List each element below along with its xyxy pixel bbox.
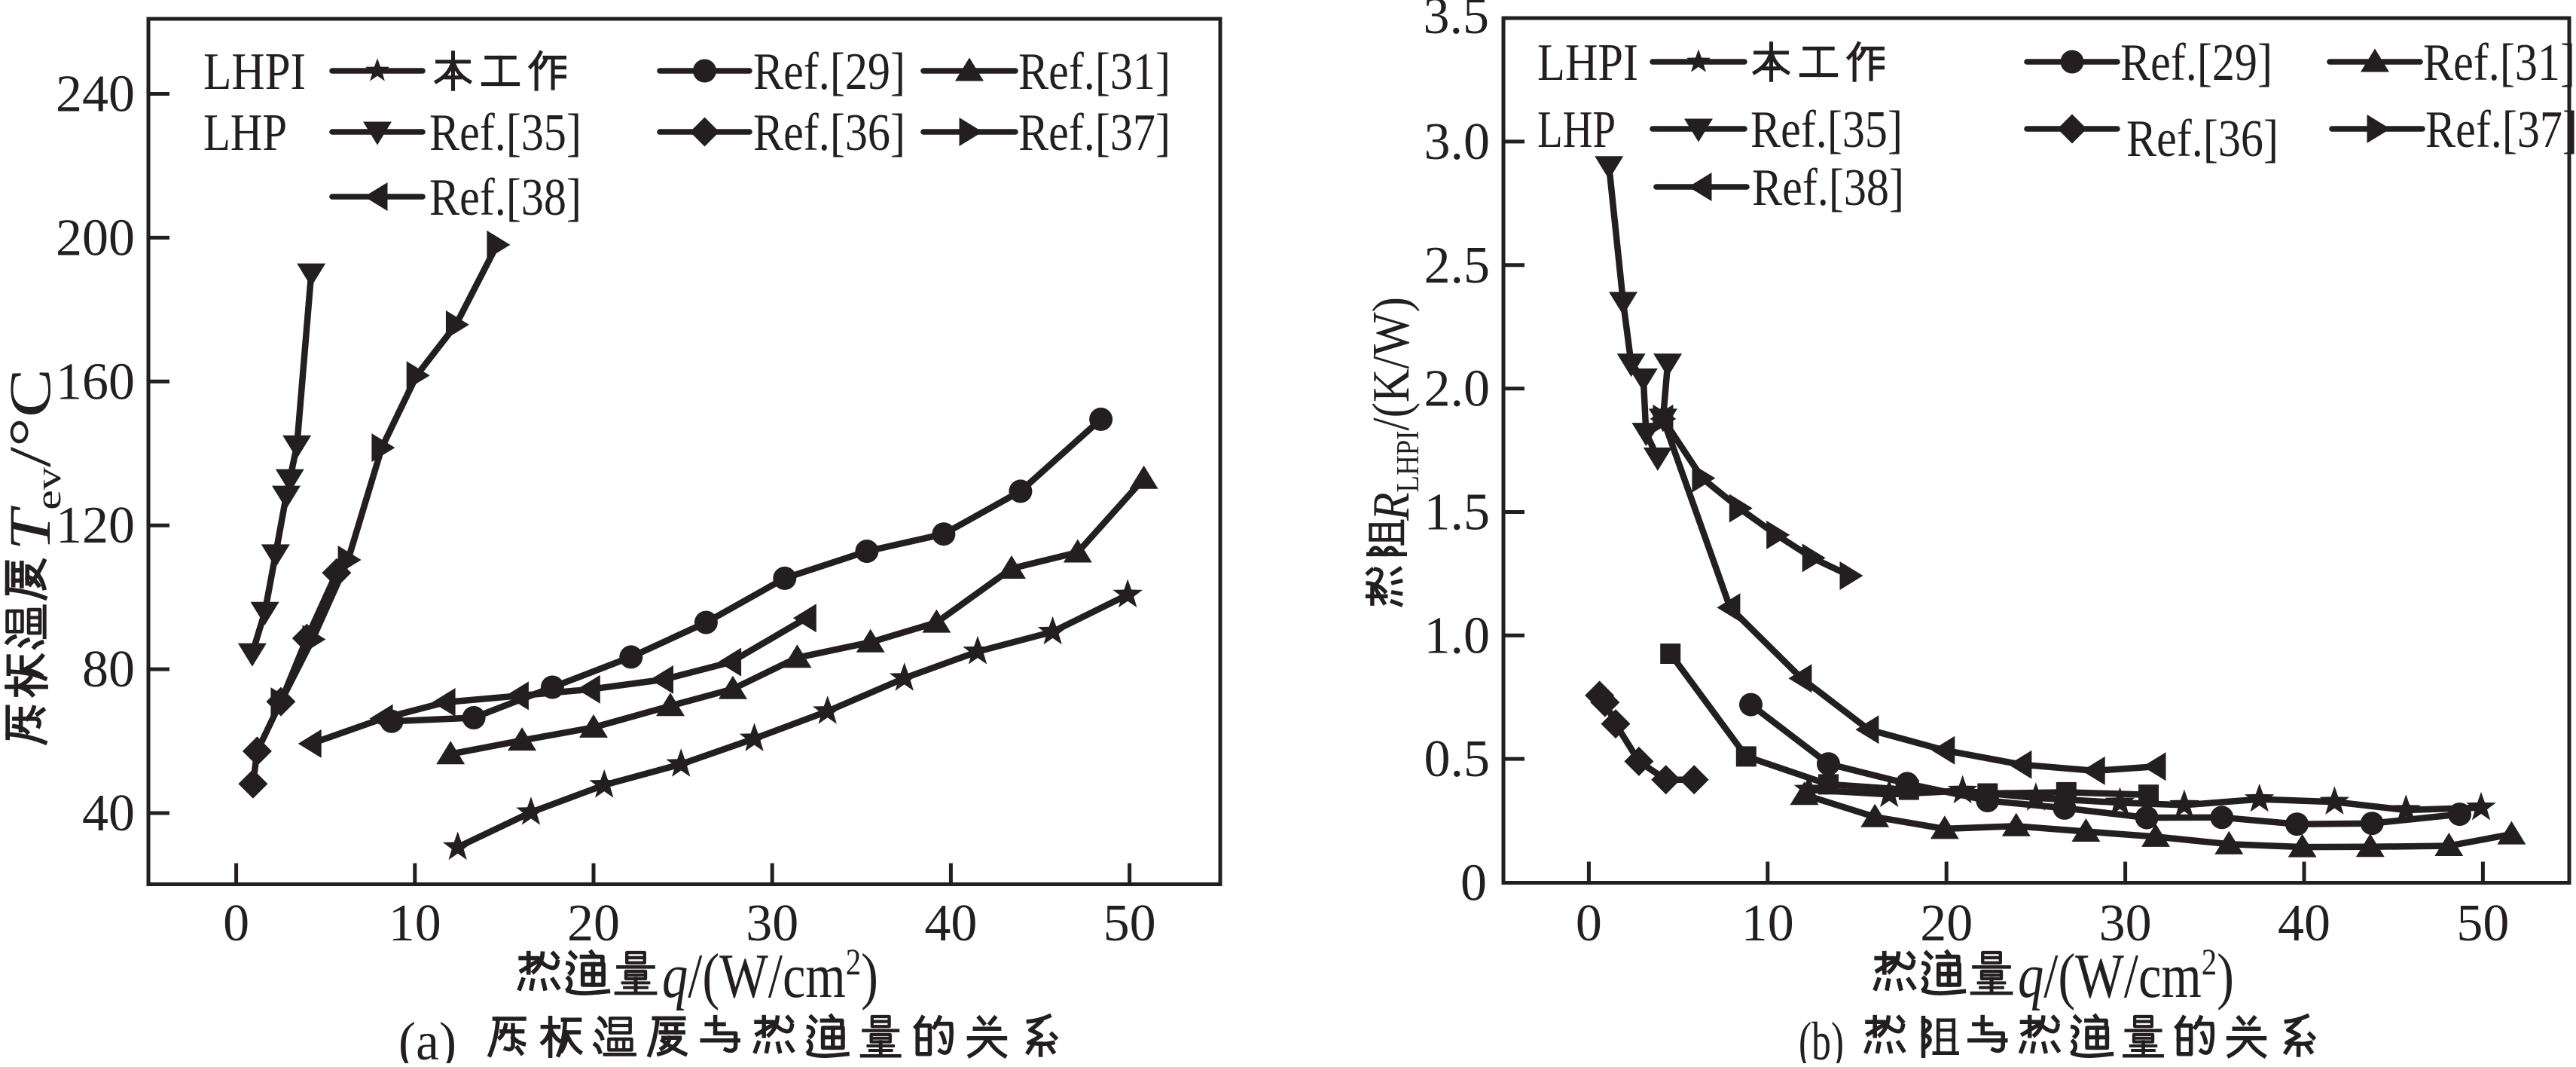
svg-text:q/(W/cm2): q/(W/cm2) [662, 940, 878, 1011]
svg-text:10: 10 [1741, 894, 1794, 952]
svg-text:20: 20 [567, 894, 620, 952]
svg-text:Ref.[37]: Ref.[37] [1018, 104, 1170, 162]
svg-text:40: 40 [82, 784, 135, 842]
svg-text:1.5: 1.5 [1424, 484, 1491, 542]
svg-text:3.0: 3.0 [1424, 113, 1491, 171]
svg-text:(a): (a) [398, 1011, 456, 1063]
svg-text:Ref.[29]: Ref.[29] [753, 43, 905, 101]
svg-text:Ref.[36]: Ref.[36] [2126, 110, 2278, 168]
svg-text:40: 40 [2278, 894, 2330, 952]
svg-text:Ref.[38]: Ref.[38] [1752, 159, 1904, 217]
svg-text:Ref.[31]: Ref.[31] [1018, 43, 1170, 101]
svg-text:160: 160 [56, 353, 135, 411]
svg-text:(b): (b) [1799, 1011, 1844, 1063]
svg-text:LHPI: LHPI [203, 43, 306, 101]
svg-text:Ref.[37]: Ref.[37] [2425, 101, 2576, 159]
svg-text:120: 120 [56, 497, 135, 555]
svg-text:LHP: LHP [203, 104, 287, 162]
svg-text:q/(W/cm2): q/(W/cm2) [2018, 940, 2234, 1011]
svg-text:Ref.[31]: Ref.[31] [2423, 34, 2575, 92]
svg-text:3.5: 3.5 [1424, 0, 1490, 45]
svg-text:40: 40 [924, 894, 977, 952]
svg-text:LHP: LHP [1537, 101, 1616, 159]
svg-text:240: 240 [56, 66, 135, 124]
svg-text:0: 0 [1460, 855, 1487, 913]
svg-text:1.0: 1.0 [1424, 607, 1491, 665]
svg-text:50: 50 [2456, 894, 2509, 952]
svg-text:50: 50 [1103, 894, 1156, 952]
svg-text:2.0: 2.0 [1424, 360, 1491, 418]
svg-text:0.5: 0.5 [1424, 730, 1491, 788]
svg-text:30: 30 [2099, 894, 2152, 952]
svg-text:2.5: 2.5 [1424, 237, 1491, 295]
svg-text:RLHPI/(K/W): RLHPI/(K/W) [1363, 297, 1426, 521]
svg-text:0: 0 [223, 894, 249, 952]
svg-text:Ref.[38]: Ref.[38] [429, 169, 581, 227]
svg-text:Ref.[35]: Ref.[35] [429, 104, 581, 162]
svg-text:0: 0 [1576, 894, 1602, 952]
svg-text:Ref.[35]: Ref.[35] [1750, 101, 1903, 159]
svg-text:80: 80 [82, 641, 135, 699]
svg-text:Tev/°C: Tev/°C [0, 368, 69, 551]
svg-text:30: 30 [746, 894, 798, 952]
svg-text:Ref.[29]: Ref.[29] [2120, 34, 2272, 92]
svg-text:Ref.[36]: Ref.[36] [753, 104, 905, 162]
svg-text:LHPI: LHPI [1537, 34, 1638, 92]
svg-text:20: 20 [1920, 894, 1973, 952]
svg-text:200: 200 [56, 209, 135, 267]
svg-text:10: 10 [389, 894, 441, 952]
